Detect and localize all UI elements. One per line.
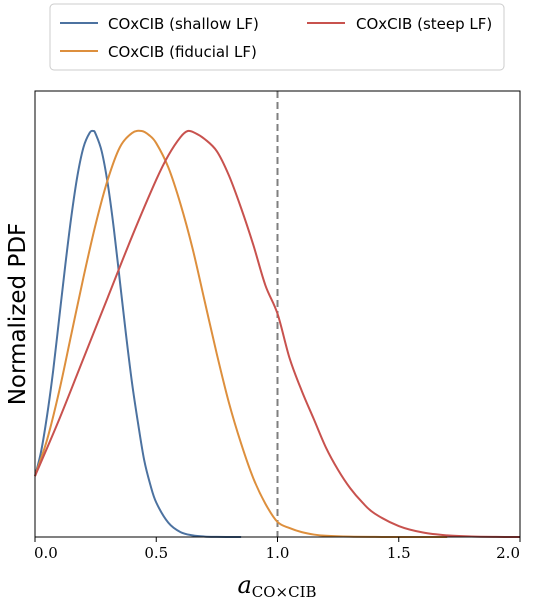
plot-area — [34, 91, 521, 538]
legend: COxCIB (shallow LF) COxCIB (fiducial LF)… — [49, 3, 505, 71]
x-tick-label: 1.5 — [387, 544, 411, 562]
x-tick-label: 0.0 — [34, 544, 58, 562]
series-line-steep — [34, 129, 521, 538]
x-tick-label: 0.5 — [144, 544, 168, 562]
x-axis-label-main: a — [237, 571, 251, 599]
x-tick-label: 1.0 — [266, 544, 290, 562]
legend-label-steep: COxCIB (steep LF) — [356, 15, 492, 33]
legend-frame — [49, 3, 505, 71]
y-axis-label: Normalized PDF — [5, 223, 31, 406]
x-tick-label: 2.0 — [496, 544, 520, 562]
x-axis-label-sub: CO×CIB — [252, 583, 317, 601]
x-axis-label: aCO×CIB — [237, 571, 316, 601]
x-axis: 0.0 0.5 1.0 1.5 2.0 — [34, 537, 521, 562]
legend-label-fiducial: COxCIB (fiducial LF) — [108, 43, 257, 61]
legend-label-shallow: COxCIB (shallow LF) — [108, 15, 259, 33]
series-line-fiducial — [34, 129, 448, 538]
series-line-shallow — [34, 129, 242, 538]
